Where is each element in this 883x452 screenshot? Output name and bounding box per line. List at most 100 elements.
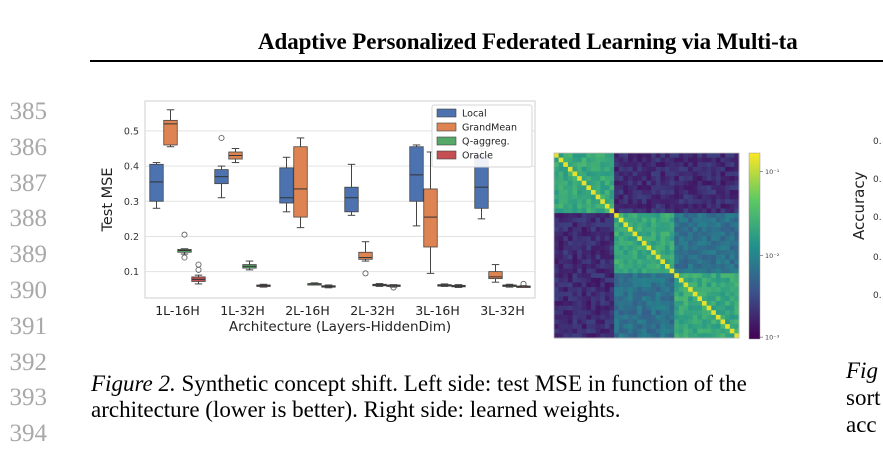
heatmap-cell bbox=[715, 314, 721, 320]
heatmap-cell bbox=[665, 208, 671, 214]
heatmap-cell bbox=[646, 185, 652, 191]
heatmap-cell bbox=[715, 319, 721, 325]
heatmap-cell bbox=[591, 264, 597, 270]
heatmap-cell bbox=[706, 287, 712, 293]
heatmap-cell bbox=[581, 153, 587, 159]
heatmap-cell bbox=[725, 199, 731, 205]
heatmap-cell bbox=[646, 250, 652, 256]
heatmap-cell bbox=[628, 273, 634, 279]
heatmap-cell bbox=[720, 199, 726, 205]
heatmap-cell bbox=[554, 264, 560, 270]
heatmap-cell bbox=[729, 277, 735, 283]
heatmap-cell bbox=[595, 264, 601, 270]
outlier-point bbox=[390, 284, 397, 291]
right-figure-tick: 0. bbox=[873, 291, 882, 301]
heatmap-cell bbox=[614, 153, 620, 159]
heatmap-cell bbox=[591, 333, 597, 339]
outlier-point bbox=[218, 134, 225, 141]
heatmap-cell bbox=[651, 180, 657, 186]
heatmap-cell bbox=[563, 222, 569, 228]
heatmap-cell bbox=[586, 194, 592, 200]
heatmap-cell bbox=[660, 217, 666, 223]
heatmap-cell bbox=[637, 236, 643, 242]
heatmap-cell bbox=[614, 324, 620, 330]
heatmap-cell bbox=[702, 273, 708, 279]
heatmap-cell bbox=[729, 180, 735, 186]
heatmap-cell bbox=[665, 231, 671, 237]
heatmap-cell bbox=[715, 250, 721, 256]
heatmap-cell bbox=[725, 153, 731, 159]
heatmap-cell bbox=[688, 305, 694, 311]
heatmap-cell bbox=[604, 157, 610, 163]
heatmap-cell bbox=[720, 208, 726, 214]
heatmap-cell bbox=[614, 217, 620, 223]
x-tick-label: 1L-32H bbox=[220, 303, 265, 318]
heatmap-cell bbox=[697, 305, 703, 311]
heatmap-cell bbox=[665, 287, 671, 293]
heatmap-cell bbox=[734, 287, 740, 293]
heatmap-cell bbox=[660, 157, 666, 163]
heatmap-cell bbox=[595, 222, 601, 228]
heatmap-cell bbox=[637, 208, 643, 214]
heatmap-cell bbox=[665, 301, 671, 307]
heatmap-cell bbox=[678, 291, 684, 297]
heatmap-cell bbox=[678, 166, 684, 172]
heatmap-cell bbox=[614, 157, 620, 163]
heatmap-cell bbox=[734, 291, 740, 297]
heatmap-cell bbox=[614, 185, 620, 191]
heatmap-cell bbox=[711, 254, 717, 260]
heatmap-cell bbox=[591, 259, 597, 265]
heatmap-cell bbox=[665, 213, 671, 219]
heatmap-cell bbox=[665, 305, 671, 311]
heatmap-cell bbox=[618, 180, 624, 186]
heatmap-cell bbox=[572, 208, 578, 214]
heatmap-cell bbox=[618, 199, 624, 205]
heatmap-cell bbox=[651, 328, 657, 334]
heatmap-cell bbox=[655, 254, 661, 260]
heatmap-cell bbox=[692, 166, 698, 172]
heatmap-cell bbox=[637, 287, 643, 293]
heatmap-cell bbox=[697, 324, 703, 330]
heatmap-cell bbox=[683, 254, 689, 260]
heatmap-cell bbox=[614, 277, 620, 283]
heatmap-cell bbox=[600, 319, 606, 325]
colorbar-tick-label: 10⁻² bbox=[765, 252, 780, 260]
heatmap-cell bbox=[734, 282, 740, 288]
heatmap-cell bbox=[697, 277, 703, 283]
heatmap-cell bbox=[637, 203, 643, 209]
heatmap-cell bbox=[604, 236, 610, 242]
heatmap-cell bbox=[637, 324, 643, 330]
heatmap-cell bbox=[660, 254, 666, 260]
heatmap-cell bbox=[577, 153, 583, 159]
heatmap-cell bbox=[702, 268, 708, 274]
heatmap-cell bbox=[618, 213, 624, 219]
heatmap-cell bbox=[692, 245, 698, 251]
heatmap-cell bbox=[720, 213, 726, 219]
heatmap-cell bbox=[623, 333, 629, 339]
heatmap-cell bbox=[567, 157, 573, 163]
heatmap-cell bbox=[734, 213, 740, 219]
heatmap-cell bbox=[646, 259, 652, 265]
heatmap-cell bbox=[674, 305, 680, 311]
heatmap-cell bbox=[558, 264, 564, 270]
heatmap-cell bbox=[651, 153, 657, 159]
heatmap-cell bbox=[702, 245, 708, 251]
heatmap-cell bbox=[683, 213, 689, 219]
heatmap-cell bbox=[711, 277, 717, 283]
heatmap-cell bbox=[637, 301, 643, 307]
heatmap-cell bbox=[720, 190, 726, 196]
heatmap-cell bbox=[614, 236, 620, 242]
heatmap-cell bbox=[614, 199, 620, 205]
heatmap-cell bbox=[628, 245, 634, 251]
heatmap-cell bbox=[669, 282, 675, 288]
heatmap-cell bbox=[637, 166, 643, 172]
heatmap-cell bbox=[702, 222, 708, 228]
heatmap-cell bbox=[563, 176, 569, 182]
heatmap-cell bbox=[632, 273, 638, 279]
heatmap-cell bbox=[604, 162, 610, 168]
heatmap-cell bbox=[628, 157, 634, 163]
heatmap-cell bbox=[563, 264, 569, 270]
heatmap-cell bbox=[669, 190, 675, 196]
heatmap-cell bbox=[554, 236, 560, 242]
heatmap-cell bbox=[604, 176, 610, 182]
